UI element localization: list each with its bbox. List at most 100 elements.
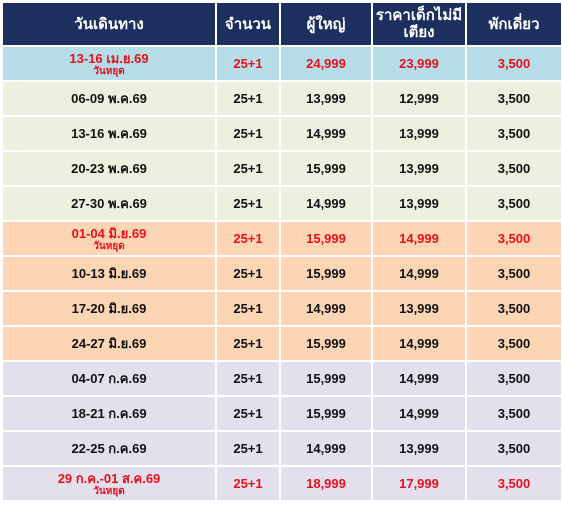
travel-date: 10-13 มิ.ย.69 xyxy=(71,266,147,281)
table-row: 24-27 มิ.ย.69 25+1 15,999 14,999 3,500 xyxy=(1,325,562,362)
single-supplement-cell: 3,500 xyxy=(465,255,562,292)
single-supplement-cell: 3,500 xyxy=(465,45,562,82)
single-supplement-cell: 3,500 xyxy=(465,115,562,152)
adult-price-cell: 14,999 xyxy=(279,185,373,222)
child-price-cell: 23,999 xyxy=(371,45,467,82)
table-row: 22-25 ก.ค.69 25+1 14,999 13,999 3,500 xyxy=(1,430,562,467)
single-supplement-cell: 3,500 xyxy=(465,430,562,467)
table-row: 20-23 พ.ค.69 25+1 15,999 13,999 3,500 xyxy=(1,150,562,187)
table-row: 06-09 พ.ค.69 25+1 13,999 12,999 3,500 xyxy=(1,80,562,117)
table-body: 13-16 เม.ย.69 วันหยุด 25+1 24,999 23,999 3,50… xyxy=(1,45,562,502)
quantity-cell: 25+1 xyxy=(215,290,281,327)
travel-date-cell: 06-09 พ.ค.69 xyxy=(1,80,217,117)
table-row: 13-16 พ.ค.69 25+1 14,999 13,999 3,500 xyxy=(1,115,562,152)
quantity-cell: 25+1 xyxy=(215,220,281,257)
header-child-no-bed-price: ราคาเด็กไม่มีเตียง xyxy=(371,1,467,47)
single-supplement-cell: 3,500 xyxy=(465,80,562,117)
adult-price-cell: 18,999 xyxy=(279,465,373,502)
header-single-supplement: พักเดี่ยว xyxy=(465,1,562,47)
travel-date-cell: 27-30 พ.ค.69 xyxy=(1,185,217,222)
table-row: 01-04 มิ.ย.69 วันหยุด 25+1 15,999 14,999 3,50… xyxy=(1,220,562,257)
table-header: วันเดินทาง จำนวน ผู้ใหญ่ ราคาเด็กไม่มีเต… xyxy=(1,1,562,47)
quantity-cell: 25+1 xyxy=(215,465,281,502)
table-row: 17-20 มิ.ย.69 25+1 14,999 13,999 3,500 xyxy=(1,290,562,327)
travel-date-cell: 10-13 มิ.ย.69 xyxy=(1,255,217,292)
travel-date-cell: 13-16 เม.ย.69 วันหยุด xyxy=(1,45,217,82)
table-row: 04-07 ก.ค.69 25+1 15,999 14,999 3,500 xyxy=(1,360,562,397)
table-row: 27-30 พ.ค.69 25+1 14,999 13,999 3,500 xyxy=(1,185,562,222)
travel-date: 13-16 เม.ย.69 xyxy=(69,50,149,66)
header-adult-price: ผู้ใหญ่ xyxy=(279,1,373,47)
quantity-cell: 25+1 xyxy=(215,255,281,292)
travel-date: 01-04 มิ.ย.69 xyxy=(71,225,147,241)
single-supplement-cell: 3,500 xyxy=(465,465,562,502)
header-travel-date: วันเดินทาง xyxy=(1,1,217,47)
table-row: 29 ก.ค.-01 ส.ค.69 วันหยุด 25+1 18,999 17,999… xyxy=(1,465,562,502)
adult-price-cell: 15,999 xyxy=(279,150,373,187)
quantity-cell: 25+1 xyxy=(215,325,281,362)
travel-date: 17-20 มิ.ย.69 xyxy=(71,301,147,316)
travel-date: 13-16 พ.ค.69 xyxy=(71,126,147,141)
child-price-cell: 13,999 xyxy=(371,290,467,327)
travel-date-cell: 29 ก.ค.-01 ส.ค.69 วันหยุด xyxy=(1,465,217,502)
table-row: 18-21 ก.ค.69 25+1 15,999 14,999 3,500 xyxy=(1,395,562,432)
travel-date: 18-21 ก.ค.69 xyxy=(71,406,147,421)
child-price-cell: 14,999 xyxy=(371,220,467,257)
quantity-cell: 25+1 xyxy=(215,150,281,187)
quantity-cell: 25+1 xyxy=(215,395,281,432)
travel-date: 20-23 พ.ค.69 xyxy=(71,161,147,176)
adult-price-cell: 14,999 xyxy=(279,430,373,467)
child-price-cell: 13,999 xyxy=(371,430,467,467)
adult-price-cell: 15,999 xyxy=(279,395,373,432)
travel-date: 06-09 พ.ค.69 xyxy=(71,91,147,106)
holiday-note: วันหยุด xyxy=(93,65,125,77)
quantity-cell: 25+1 xyxy=(215,45,281,82)
adult-price-cell: 24,999 xyxy=(279,45,373,82)
travel-date: 22-25 ก.ค.69 xyxy=(71,441,147,456)
table-row: 13-16 เม.ย.69 วันหยุด 25+1 24,999 23,999 3,50… xyxy=(1,45,562,82)
header-row: วันเดินทาง จำนวน ผู้ใหญ่ ราคาเด็กไม่มีเต… xyxy=(1,1,562,47)
quantity-cell: 25+1 xyxy=(215,185,281,222)
adult-price-cell: 15,999 xyxy=(279,325,373,362)
adult-price-cell: 15,999 xyxy=(279,220,373,257)
single-supplement-cell: 3,500 xyxy=(465,325,562,362)
adult-price-cell: 15,999 xyxy=(279,360,373,397)
travel-date-cell: 13-16 พ.ค.69 xyxy=(1,115,217,152)
child-price-cell: 13,999 xyxy=(371,185,467,222)
quantity-cell: 25+1 xyxy=(215,115,281,152)
travel-date-cell: 22-25 ก.ค.69 xyxy=(1,430,217,467)
travel-date-cell: 24-27 มิ.ย.69 xyxy=(1,325,217,362)
table-row: 10-13 มิ.ย.69 25+1 15,999 14,999 3,500 xyxy=(1,255,562,292)
adult-price-cell: 14,999 xyxy=(279,115,373,152)
quantity-cell: 25+1 xyxy=(215,430,281,467)
travel-date: 29 ก.ค.-01 ส.ค.69 xyxy=(57,470,161,486)
travel-date: 27-30 พ.ค.69 xyxy=(71,196,147,211)
holiday-note: วันหยุด xyxy=(93,240,125,252)
single-supplement-cell: 3,500 xyxy=(465,185,562,222)
child-price-cell: 12,999 xyxy=(371,80,467,117)
single-supplement-cell: 3,500 xyxy=(465,290,562,327)
travel-date-cell: 04-07 ก.ค.69 xyxy=(1,360,217,397)
quantity-cell: 25+1 xyxy=(215,360,281,397)
child-price-cell: 17,999 xyxy=(371,465,467,502)
adult-price-cell: 13,999 xyxy=(279,80,373,117)
holiday-note: วันหยุด xyxy=(93,485,125,497)
single-supplement-cell: 3,500 xyxy=(465,220,562,257)
child-price-cell: 13,999 xyxy=(371,115,467,152)
child-price-cell: 14,999 xyxy=(371,325,467,362)
child-price-cell: 14,999 xyxy=(371,395,467,432)
travel-date-cell: 18-21 ก.ค.69 xyxy=(1,395,217,432)
single-supplement-cell: 3,500 xyxy=(465,360,562,397)
child-price-cell: 14,999 xyxy=(371,255,467,292)
child-price-cell: 13,999 xyxy=(371,150,467,187)
travel-date-cell: 20-23 พ.ค.69 xyxy=(1,150,217,187)
adult-price-cell: 14,999 xyxy=(279,290,373,327)
single-supplement-cell: 3,500 xyxy=(465,395,562,432)
header-quantity: จำนวน xyxy=(215,1,281,47)
quantity-cell: 25+1 xyxy=(215,80,281,117)
travel-date-cell: 17-20 มิ.ย.69 xyxy=(1,290,217,327)
tour-price-table: วันเดินทาง จำนวน ผู้ใหญ่ ราคาเด็กไม่มีเต… xyxy=(1,1,562,502)
adult-price-cell: 15,999 xyxy=(279,255,373,292)
travel-date-cell: 01-04 มิ.ย.69 วันหยุด xyxy=(1,220,217,257)
child-price-cell: 14,999 xyxy=(371,360,467,397)
